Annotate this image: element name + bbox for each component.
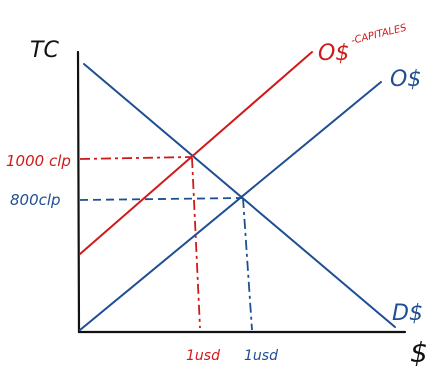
axes: [76, 50, 407, 334]
supply-shifted-label: O$: [318, 41, 349, 66]
new-price-guide: [79, 156, 193, 160]
new-qty-guide: [191, 157, 201, 329]
supply-label: O$: [390, 67, 421, 92]
original-price-guide: [79, 197, 244, 201]
original-qty-guide: [242, 197, 253, 331]
supply-shifted-superscript: -CAPITALES: [350, 22, 408, 47]
x-axis-label: $: [410, 336, 428, 369]
new-price-label: 1000 clp: [6, 152, 71, 170]
y-axis-label: TC: [30, 38, 59, 63]
new-equilibrium-guides: [79, 156, 201, 329]
original-price-label: 800clp: [10, 191, 61, 209]
y-axis: [76, 50, 81, 334]
supply-curve: [79, 81, 382, 331]
demand-curve: [83, 63, 396, 328]
new-qty-label: 1usd: [186, 348, 220, 364]
demand-label: D$: [392, 301, 423, 326]
supply-shifted-curve: [79, 51, 313, 255]
original-equilibrium-guides: [79, 197, 253, 331]
original-qty-label: 1usd: [244, 348, 278, 364]
